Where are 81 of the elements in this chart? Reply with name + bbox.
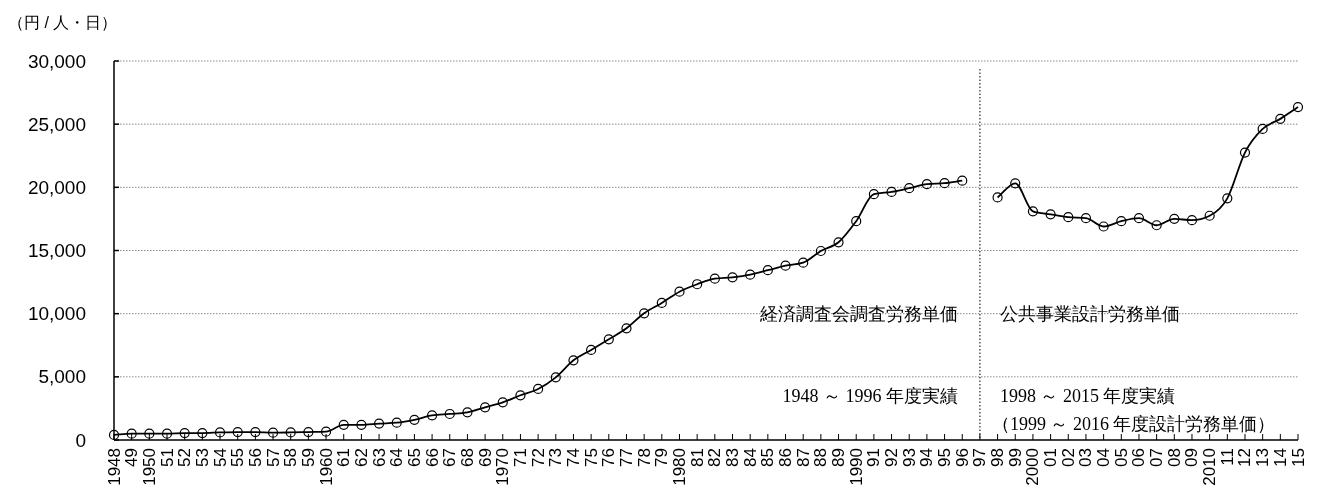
y-tick-label: 0	[75, 429, 86, 451]
x-tick-label: 86	[776, 448, 796, 467]
x-tick-label: 1950	[139, 448, 159, 486]
x-tick-label: 14	[1270, 448, 1290, 467]
x-tick-label: 73	[546, 448, 566, 467]
x-tick-label: 49	[122, 448, 142, 467]
x-tick-label: 11	[1217, 448, 1237, 466]
x-tick-label: 1980	[669, 448, 689, 486]
y-tick-label: 15,000	[27, 240, 86, 261]
x-tick-label: 15	[1288, 448, 1308, 467]
x-tick-label: 67	[440, 448, 460, 467]
x-tick-label: 93	[899, 448, 919, 467]
x-tick-label: 56	[245, 448, 265, 467]
x-tick-label: 58	[281, 448, 301, 467]
x-tick-label: 75	[581, 448, 601, 467]
x-tick-label: 51	[157, 448, 177, 467]
x-tick-label: 84	[740, 448, 760, 467]
x-tick-label: 76	[599, 448, 619, 467]
x-tick-label: 61	[334, 448, 354, 467]
y-tick-label: 10,000	[27, 303, 86, 325]
x-tick-label: 52	[175, 448, 195, 467]
x-tick-label: 2010	[1200, 448, 1220, 486]
x-tick-label: 82	[705, 448, 725, 467]
x-tick-label: 77	[616, 448, 636, 467]
x-tick-label: 13	[1253, 448, 1273, 467]
x-tick-label: 89	[829, 448, 849, 467]
x-tick-label: 68	[457, 448, 477, 467]
x-tick-label: 74	[563, 448, 583, 467]
x-tick-label: 05	[1111, 448, 1131, 467]
x-tick-label: 07	[1147, 448, 1167, 467]
y-tick-label: 5,000	[38, 366, 86, 388]
x-tick-label: 98	[988, 448, 1008, 467]
x-tick-label: 04	[1094, 448, 1114, 467]
x-tick-label: 53	[192, 448, 212, 467]
x-tick-label: 02	[1058, 448, 1078, 467]
x-tick-label: 59	[298, 448, 318, 467]
x-tick-label: 72	[528, 448, 548, 467]
x-tick-label: 1990	[846, 448, 866, 486]
x-tick-label: 66	[422, 448, 442, 467]
x-tick-label: 71	[510, 448, 530, 467]
x-tick-label: 95	[935, 448, 955, 467]
x-tick-label: 94	[917, 448, 937, 467]
x-tick-label: 79	[652, 448, 672, 467]
x-tick-label: 03	[1076, 448, 1096, 467]
x-tick-label: 91	[864, 448, 884, 467]
x-tick-label: 12	[1235, 448, 1255, 467]
x-tick-label: 69	[475, 448, 495, 467]
x-tick-label: 81	[687, 448, 707, 467]
x-tick-label: 1970	[493, 448, 513, 486]
x-tick-label: 09	[1182, 448, 1202, 467]
x-tick-label: 64	[387, 448, 407, 467]
x-tick-label: 87	[793, 448, 813, 467]
x-tick-label: 1948	[104, 448, 124, 486]
x-tick-label: 2000	[1023, 448, 1043, 486]
y-tick-label: 25,000	[27, 113, 86, 135]
y-tick-label: 20,000	[27, 176, 86, 198]
x-tick-label: 55	[228, 448, 248, 467]
x-tick-label: 78	[634, 448, 654, 467]
x-tick-label: 97	[970, 448, 990, 467]
x-tick-label: 85	[758, 448, 778, 467]
x-tick-label: 63	[369, 448, 389, 467]
x-tick-label: 96	[952, 448, 972, 467]
x-tick-label: 92	[882, 448, 902, 467]
x-tick-label: 1960	[316, 448, 336, 486]
x-tick-label: 99	[1005, 448, 1025, 467]
annotation: 1998 ～ 2015 年度実績	[999, 386, 1176, 406]
x-tick-label: 06	[1129, 448, 1149, 467]
annotation: 経済調査会調査労務単価	[758, 304, 958, 324]
x-tick-label: 57	[263, 448, 283, 467]
x-tick-label: 01	[1041, 448, 1061, 467]
x-tick-label: 65	[404, 448, 424, 467]
x-tick-label: 08	[1164, 448, 1184, 467]
x-tick-label: 62	[351, 448, 371, 467]
y-axis-title: （円 / 人・日）	[8, 13, 118, 31]
annotation: （1999 ～ 2016 年度設計労務単価）	[991, 414, 1276, 434]
y-tick-label: 30,000	[27, 50, 86, 72]
x-tick-label: 54	[210, 448, 230, 467]
annotation: 1948 ～ 1996 年度実績	[782, 386, 958, 406]
annotation: 公共事業設計労務単価	[999, 304, 1180, 324]
x-tick-label: 88	[811, 448, 831, 467]
x-tick-label: 83	[723, 448, 743, 467]
